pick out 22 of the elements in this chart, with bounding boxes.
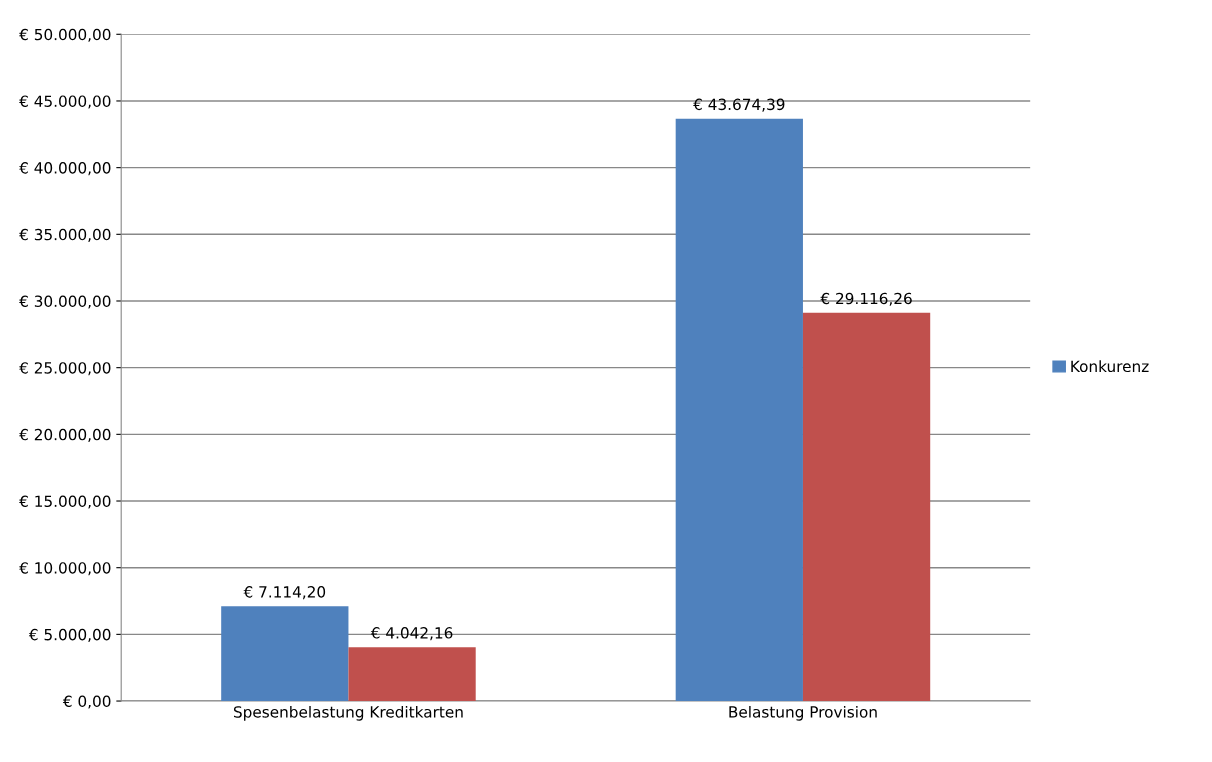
bar — [675, 118, 803, 702]
data-label: € 29.116,26 — [820, 292, 912, 306]
y-tick-label: € 35.000,00 — [19, 228, 111, 242]
y-tick-label: € 0,00 — [62, 695, 111, 709]
y-tick-label: € 50.000,00 — [19, 28, 111, 42]
y-tick-label: € 10.000,00 — [19, 562, 111, 576]
x-tick-label: Spesenbelastung Kreditkarten — [233, 705, 463, 721]
y-tick-label: € 20.000,00 — [19, 428, 111, 442]
data-label: € 43.674,39 — [693, 98, 785, 112]
bar — [221, 606, 349, 702]
bar — [348, 647, 476, 702]
data-label: € 4.042,16 — [370, 627, 453, 641]
legend-label: Konkurenz — [1071, 360, 1149, 373]
y-tick-label: € 40.000,00 — [19, 162, 111, 176]
y-tick-label: € 5.000,00 — [28, 628, 111, 642]
y-tick-label: € 15.000,00 — [19, 495, 111, 509]
y-tick-label: € 30.000,00 — [19, 295, 111, 309]
y-tick-label: € 25.000,00 — [19, 362, 111, 376]
y-tick-label: € 45.000,00 — [19, 95, 111, 109]
bar — [802, 312, 931, 702]
data-label: € 7.114,20 — [243, 586, 326, 600]
x-tick-label: Belastung Provision — [729, 705, 877, 721]
